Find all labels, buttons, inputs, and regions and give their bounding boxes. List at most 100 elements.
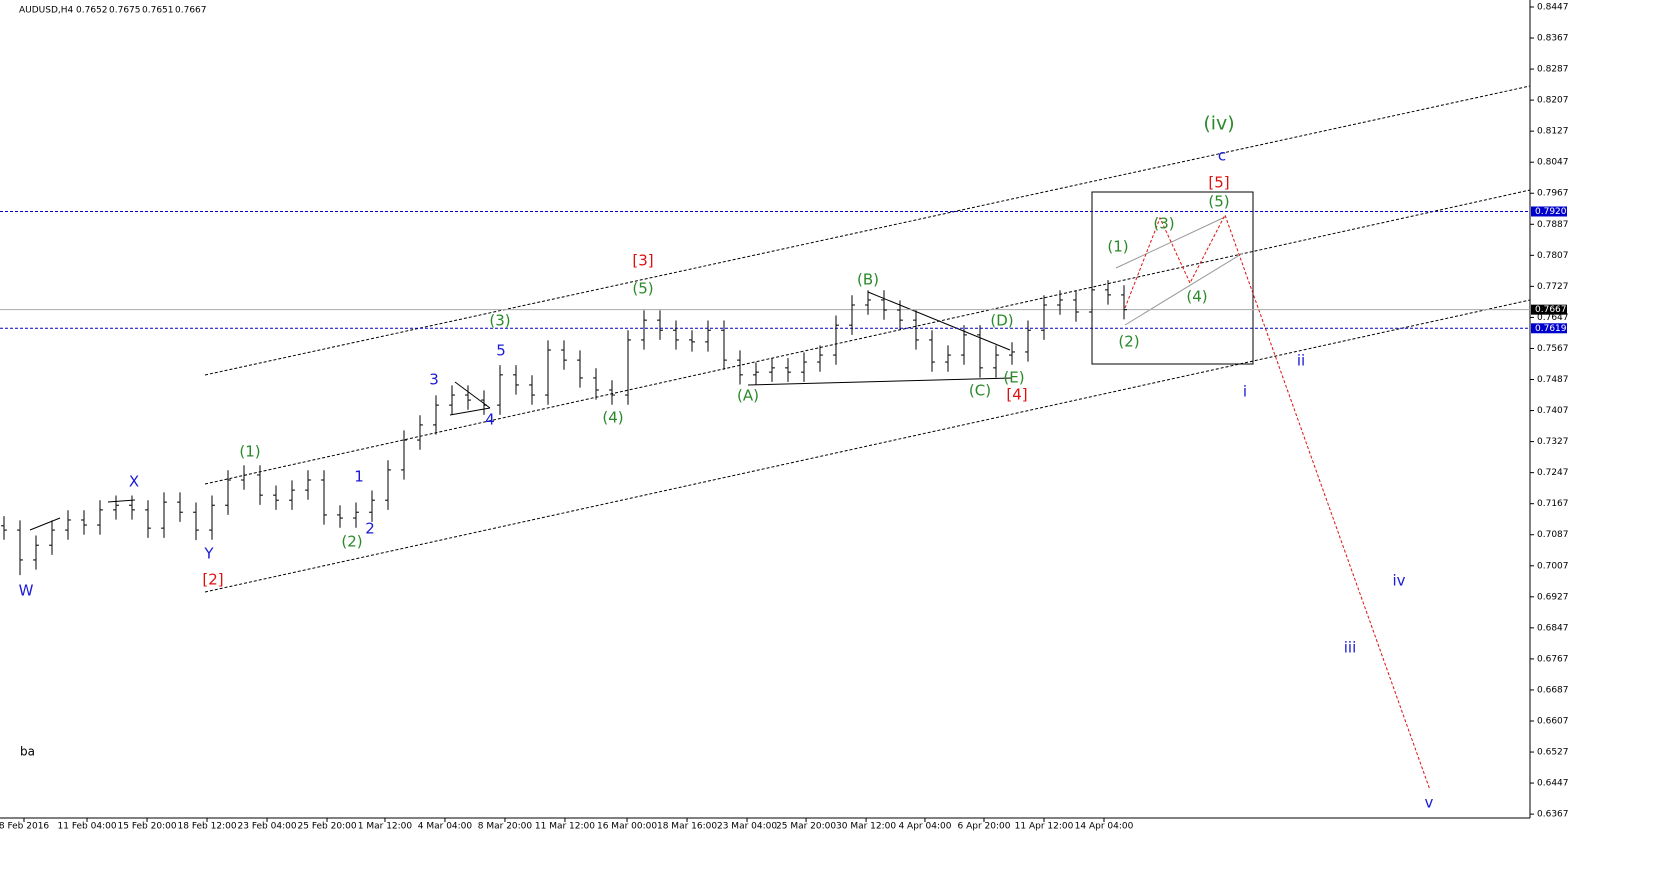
symbol-title: AUDUSD,H4 bbox=[19, 6, 74, 16]
y-tick-label: 0.6527 bbox=[1537, 748, 1569, 758]
wave-label: ii bbox=[1297, 352, 1305, 370]
y-tick-label: 0.6447 bbox=[1537, 779, 1569, 789]
y-tick-label: 0.7647 bbox=[1537, 313, 1569, 323]
level-label: 0.7667 bbox=[1535, 305, 1567, 315]
y-tick-label: 0.6687 bbox=[1537, 685, 1569, 695]
wave-label: (5) bbox=[632, 280, 653, 298]
x-tick-label: 16 Mar 00:00 bbox=[597, 822, 657, 832]
drawings bbox=[0, 0, 1531, 819]
x-tick-label: 6 Apr 20:00 bbox=[958, 822, 1011, 832]
projection-channel bbox=[1115, 216, 1226, 269]
quote-value: 0.7667 bbox=[175, 6, 207, 16]
x-tick-label: 25 Feb 20:00 bbox=[298, 822, 357, 832]
y-tick-label: 0.7487 bbox=[1537, 375, 1569, 385]
y-tick-label: 0.8447 bbox=[1537, 2, 1569, 12]
wave-label: (4) bbox=[1186, 288, 1207, 306]
y-tick-label: 0.6607 bbox=[1537, 716, 1569, 726]
level-tag bbox=[1531, 206, 1567, 217]
wave-label: (4) bbox=[602, 409, 623, 427]
y-tick-label: 0.8367 bbox=[1537, 34, 1569, 44]
y-tick-label: 0.7967 bbox=[1537, 189, 1569, 199]
x-tick-label: 11 Apr 12:00 bbox=[1015, 822, 1074, 832]
triangle-line bbox=[449, 407, 491, 416]
y-tick-label: 0.8287 bbox=[1537, 65, 1569, 75]
note: ba bbox=[20, 745, 35, 759]
triangle-line bbox=[29, 517, 61, 531]
x-tick-label: 23 Feb 04:00 bbox=[238, 822, 297, 832]
y-tick-label: 0.8207 bbox=[1537, 96, 1569, 106]
x-tick-label: 1 Mar 12:00 bbox=[358, 822, 413, 832]
wave-label: i bbox=[1243, 383, 1247, 401]
wave-label: 2 bbox=[365, 520, 375, 538]
wave-label: (1) bbox=[1107, 238, 1128, 256]
wave-label: Y bbox=[203, 545, 214, 563]
y-tick-label: 0.7007 bbox=[1537, 561, 1569, 571]
x-tick-label: 11 Mar 12:00 bbox=[535, 822, 595, 832]
wave-label: (D) bbox=[990, 312, 1013, 330]
projection-channel bbox=[1124, 252, 1244, 326]
x-tick-label: 8 Feb 2016 bbox=[0, 822, 49, 832]
channel-line bbox=[204, 299, 1531, 593]
level-tag bbox=[1531, 323, 1567, 334]
y-tick-label: 0.7807 bbox=[1537, 251, 1569, 261]
wave-label: W bbox=[19, 582, 34, 600]
wave-label: c bbox=[1218, 147, 1226, 165]
wave-label: [4] bbox=[1006, 386, 1027, 404]
y-tick-label: 0.7247 bbox=[1537, 468, 1569, 478]
wave-label: X bbox=[129, 473, 139, 491]
wave-label: (B) bbox=[857, 271, 879, 289]
y-tick-label: 0.7407 bbox=[1537, 406, 1569, 416]
wave-label: 4 bbox=[485, 411, 495, 429]
x-tick-label: 25 Mar 20:00 bbox=[776, 822, 836, 832]
x-tick-label: 4 Apr 04:00 bbox=[898, 822, 951, 832]
y-tick-label: 0.7727 bbox=[1537, 282, 1569, 292]
focus-box bbox=[1091, 191, 1254, 365]
channel-line bbox=[204, 85, 1531, 376]
x-tick-label: 11 Feb 04:00 bbox=[58, 822, 117, 832]
x-tick-label: 18 Feb 12:00 bbox=[178, 822, 237, 832]
wave-label: [5] bbox=[1208, 174, 1229, 192]
quote-value: 0.7652 bbox=[76, 6, 108, 16]
y-tick-label: 0.7567 bbox=[1537, 344, 1569, 354]
triangle-line bbox=[107, 499, 136, 503]
wave-label: 1 bbox=[354, 468, 364, 486]
y-tick-label: 0.8127 bbox=[1537, 127, 1569, 137]
x-tick-label: 8 Mar 20:00 bbox=[478, 822, 533, 832]
wave-label: [3] bbox=[632, 252, 653, 270]
y-tick-label: 0.6927 bbox=[1537, 592, 1569, 602]
wave-label: (3) bbox=[489, 312, 510, 330]
wave-label: iii bbox=[1344, 639, 1357, 657]
x-tick-label: 14 Apr 04:00 bbox=[1075, 822, 1134, 832]
y-tick-label: 0.8047 bbox=[1537, 158, 1569, 168]
quote-value: 0.7651 bbox=[142, 6, 174, 16]
quote-value: 0.7675 bbox=[109, 6, 141, 16]
level-label: 0.7619 bbox=[1535, 324, 1567, 334]
triangle-line bbox=[747, 377, 1013, 386]
x-tick-label: 23 Mar 04:00 bbox=[717, 822, 777, 832]
wave-label: 5 bbox=[496, 342, 506, 360]
y-tick-label: 0.6847 bbox=[1537, 623, 1569, 633]
y-tick-label: 0.7167 bbox=[1537, 499, 1569, 509]
wave-label: (2) bbox=[341, 533, 362, 551]
x-tick-label: 15 Feb 20:00 bbox=[118, 822, 177, 832]
wave-label: [2] bbox=[202, 571, 223, 589]
triangle-line bbox=[867, 291, 1011, 351]
x-tick-label: 4 Mar 04:00 bbox=[418, 822, 473, 832]
level-label: 0.7920 bbox=[1535, 207, 1567, 217]
level-tag bbox=[1531, 304, 1567, 315]
y-tick-label: 0.7327 bbox=[1537, 437, 1569, 447]
channel-line bbox=[204, 189, 1531, 485]
wave-label: (2) bbox=[1118, 333, 1139, 351]
x-tick-label: 18 Mar 16:00 bbox=[657, 822, 717, 832]
wave-label: (E) bbox=[1003, 369, 1024, 387]
wave-label: 3 bbox=[429, 371, 439, 389]
y-tick-label: 0.6367 bbox=[1537, 810, 1569, 820]
wave-label: (5) bbox=[1208, 193, 1229, 211]
wave-label: iv bbox=[1392, 572, 1405, 590]
wave-label: (1) bbox=[239, 443, 260, 461]
wave-label: (iv) bbox=[1203, 113, 1234, 135]
wave-label: v bbox=[1425, 794, 1434, 812]
y-tick-label: 0.7887 bbox=[1537, 220, 1569, 230]
